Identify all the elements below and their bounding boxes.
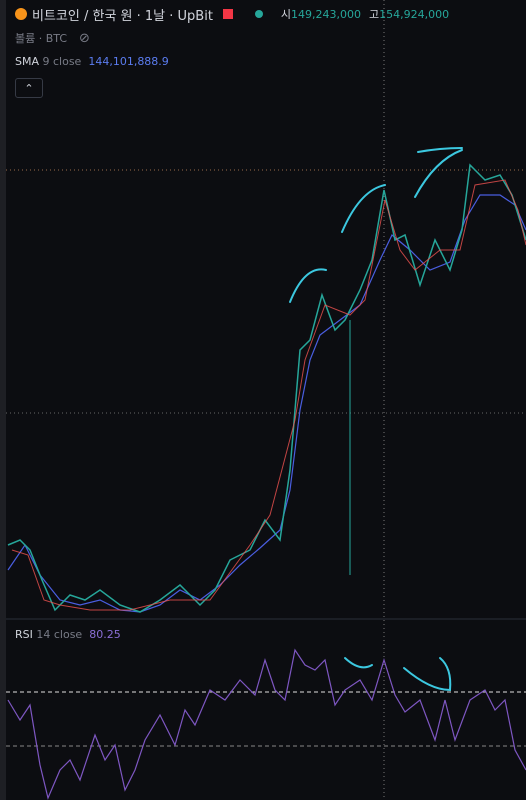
open-value: 149,243,000	[291, 7, 362, 21]
volume-row: 볼륨 · BTC ⊘	[15, 30, 90, 46]
status-dot	[254, 10, 263, 18]
collapse-button[interactable]: ⌃	[15, 78, 43, 98]
sma-row: SMA 9 close 144,101,888.9	[15, 55, 169, 68]
rsi-name[interactable]: RSI	[15, 628, 33, 641]
hide-icon[interactable]: ⊘	[79, 30, 90, 46]
rsi-line	[7, 648, 526, 800]
sma-line	[7, 194, 526, 613]
rsi-row: RSI 14 close 80.25	[15, 628, 121, 641]
arrow-5	[403, 657, 452, 692]
annotations	[289, 147, 463, 692]
header: 비트코인 / 한국 원 · 1날 · UpBit 시 149,243,000 고…	[15, 4, 449, 24]
btc-icon	[15, 8, 27, 20]
arrow-1	[289, 268, 327, 303]
price-line-up	[7, 163, 526, 613]
arrow-3b	[417, 147, 463, 153]
sma-value: 144,101,888.9	[88, 55, 169, 68]
high-label: 고	[369, 8, 380, 21]
sma-name[interactable]: SMA	[15, 55, 39, 68]
rsi-value: 80.25	[89, 628, 121, 641]
open-label: 시	[280, 8, 292, 21]
arrow-2	[341, 184, 386, 233]
arrow-3	[414, 149, 463, 198]
side-bar	[0, 0, 6, 800]
rsi-params: 14 close	[36, 628, 83, 641]
high-value: 154,924,000	[379, 7, 450, 21]
flag[interactable]	[222, 9, 233, 19]
price-line-down	[11, 179, 526, 611]
symbol[interactable]: 비트코인 / 한국 원 · 1날 · UpBit	[32, 8, 213, 24]
arrow-4	[344, 657, 373, 669]
sma-params: 9 close	[42, 55, 82, 68]
volume-label: 볼륨 · BTC	[15, 32, 68, 45]
